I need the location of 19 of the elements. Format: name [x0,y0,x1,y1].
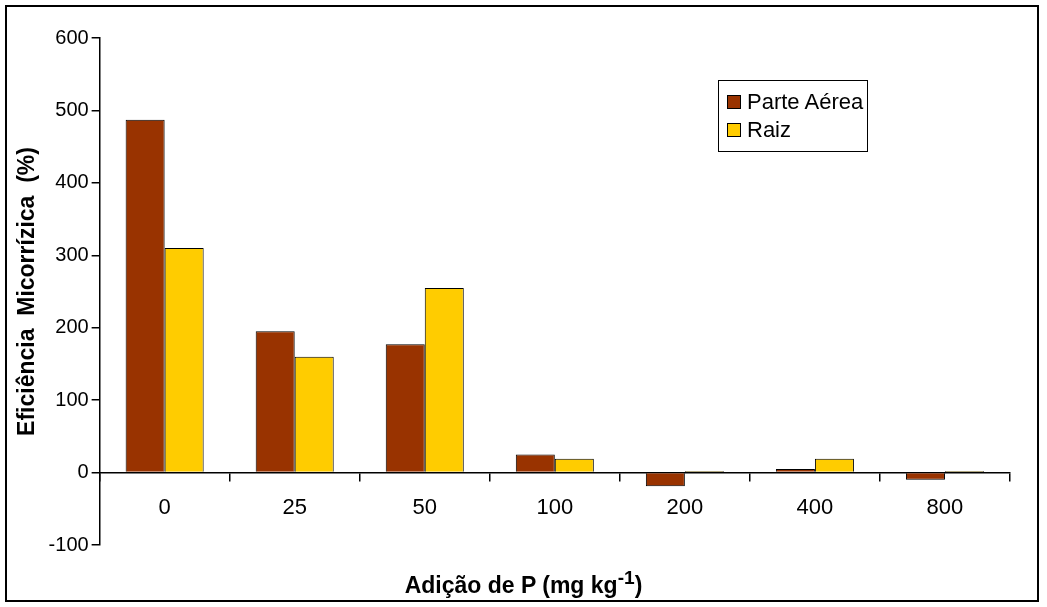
x-tick-label: 800 [926,493,964,519]
x-axis-title: Adição de P (mg kg$^{-1}$) [403,567,644,599]
x-tick-label: 25 [282,493,307,519]
legend-label: Raiz [747,117,792,143]
y-tick-label: 100 [55,387,89,410]
x-tick-label: 50 [412,493,437,519]
legend-label: Parte Aérea [747,89,864,115]
x-tick-label: 200 [666,493,704,519]
y-tick-label: 200 [55,315,89,338]
y-tick-label: 600 [55,25,89,48]
y-tick-label: 0 [77,460,89,483]
x-tick-label: 0 [158,493,171,519]
y-axis-title: Eficiência Micorrízica (%) [13,147,40,436]
y-tick-label: -100 [48,532,89,555]
y-tick-label: 400 [55,170,89,193]
y-tick-label: 500 [55,97,89,120]
x-tick-label: 100 [536,493,574,519]
y-tick-label: 300 [55,242,89,265]
x-tick-label: 400 [796,493,834,519]
